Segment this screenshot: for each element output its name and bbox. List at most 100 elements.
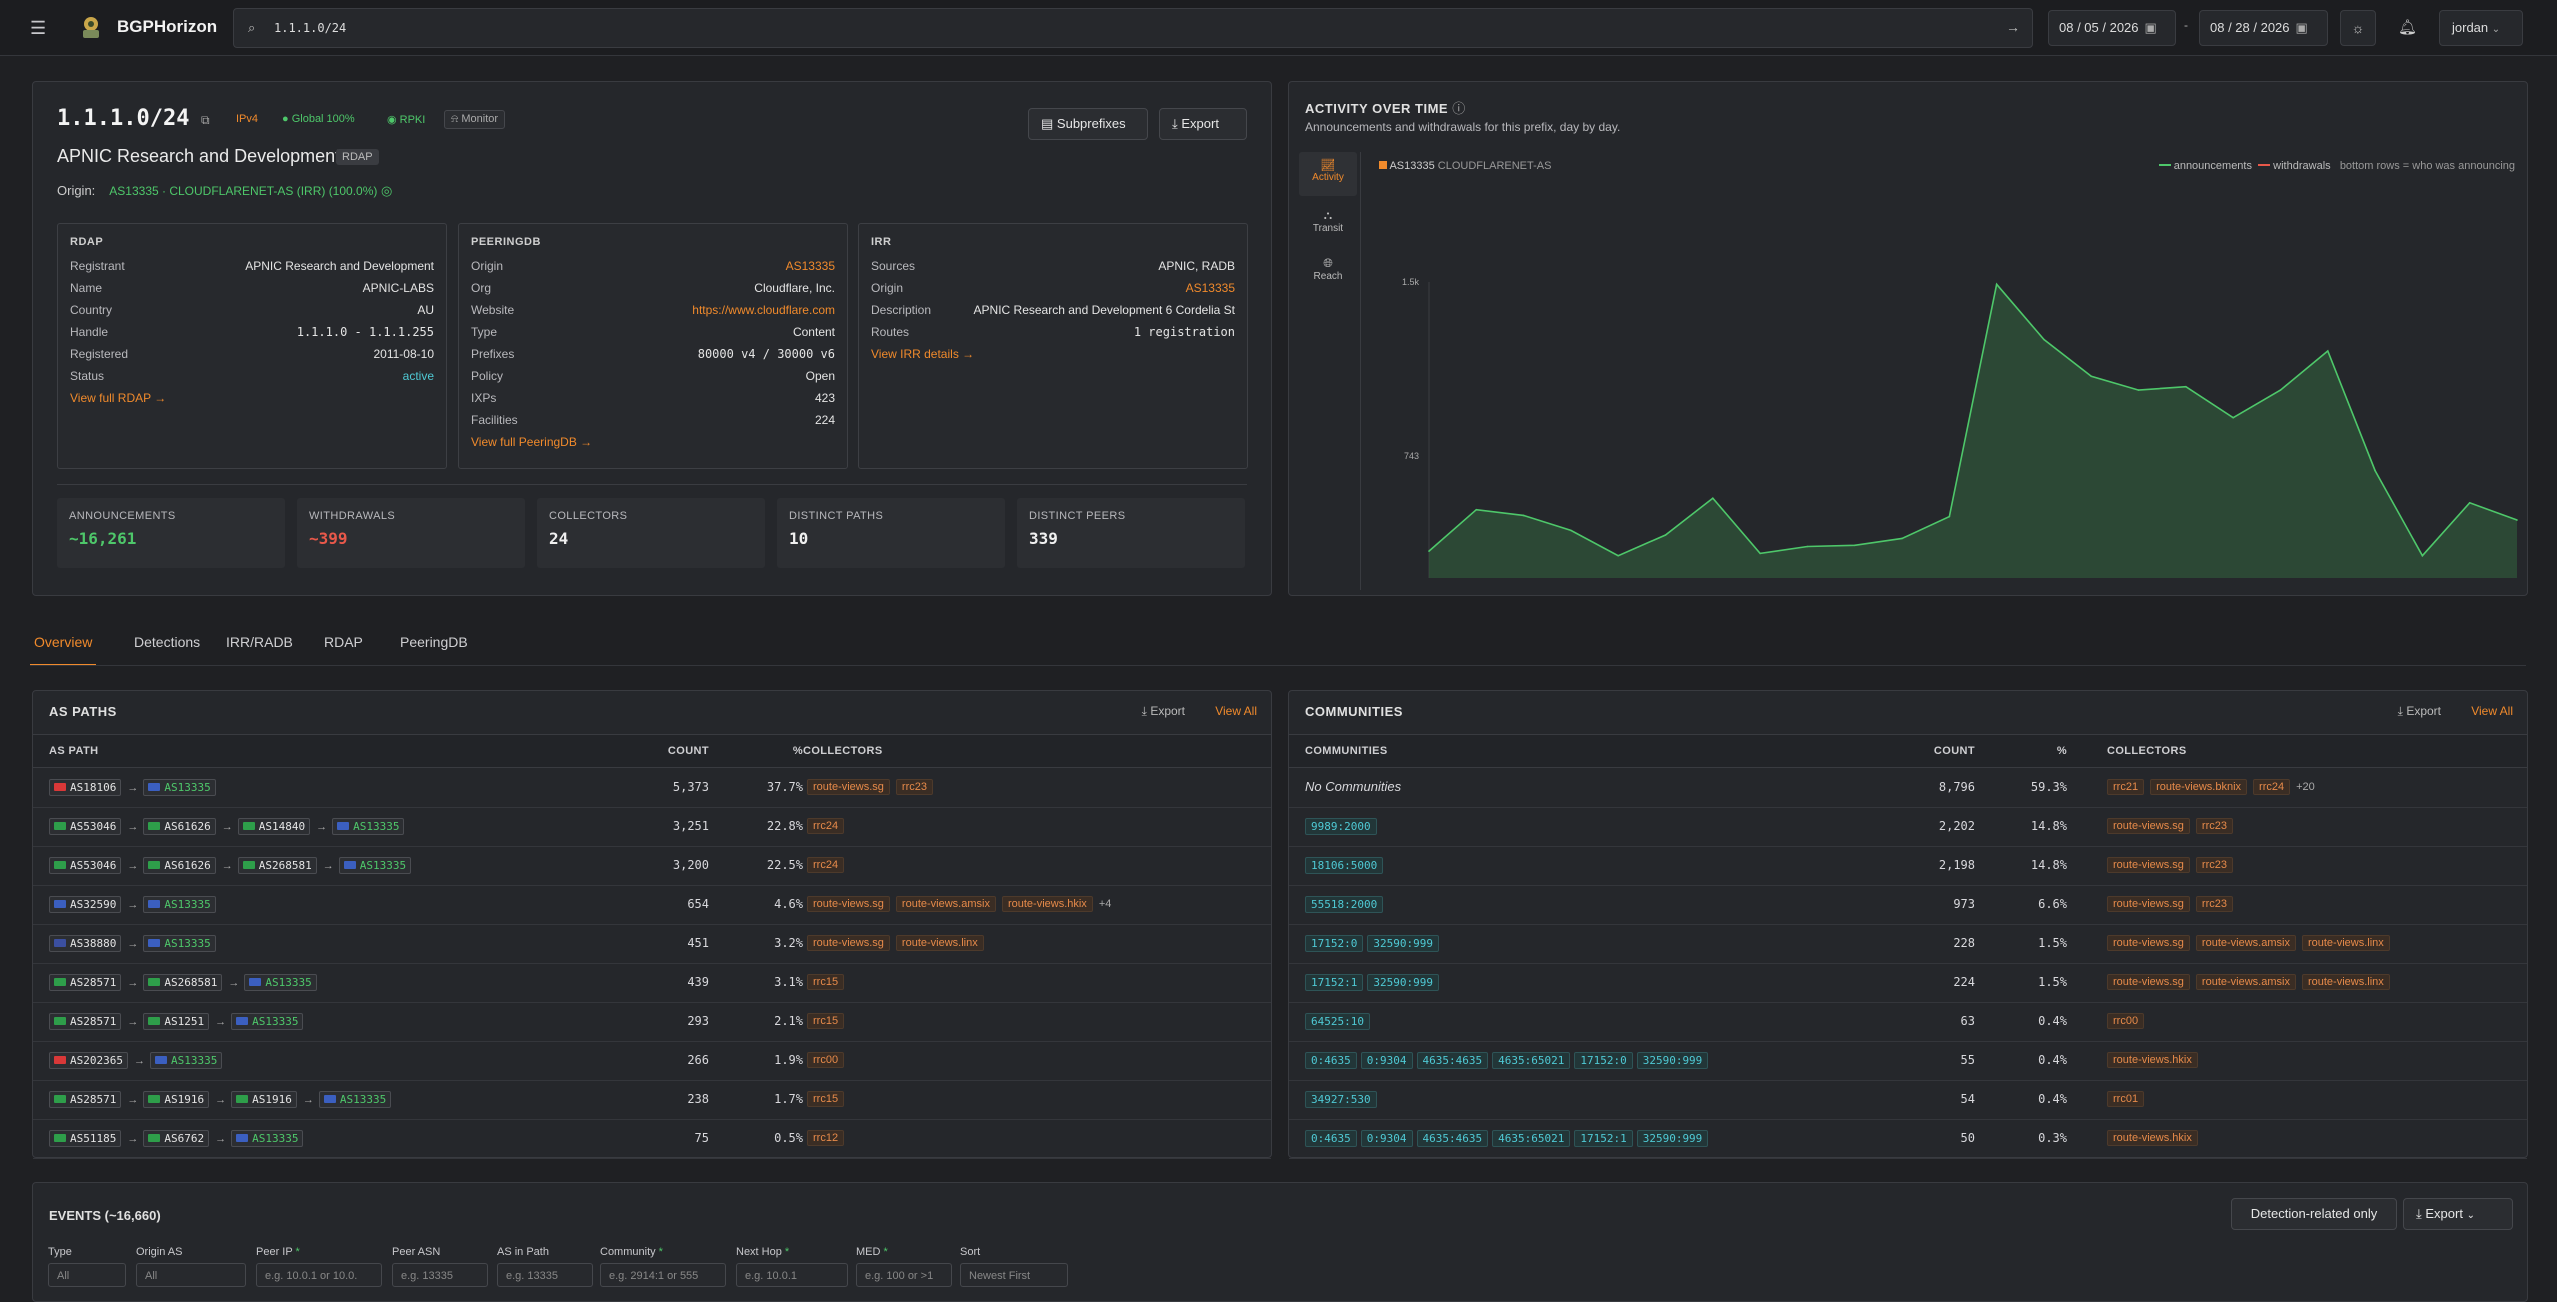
collector-chip[interactable]: rrc01 [2107,1091,2145,1107]
tab-irrradb[interactable]: IRR/RADB [226,634,293,650]
community-chip[interactable]: 17152:1 [1574,1130,1633,1147]
community-chip[interactable]: 32590:999 [1367,935,1439,952]
table-row[interactable]: 18106:5000 2,198 14.8% route-views.sg rrc23 [1289,847,2527,886]
monitor-button[interactable]: ⍾ Monitor [444,110,506,129]
table-row[interactable]: No Communities 8,796 59.3% rrc21 route-views… [1289,769,2527,808]
community-chip[interactable]: 17152:0 [1305,935,1364,952]
asn-chip[interactable]: AS13335 [143,896,216,913]
asn-chip[interactable]: AS202365 [49,1052,128,1069]
table-row[interactable]: 0:4635 0:9304 4635:4635 4635:65021 17152:0 32… [1289,1042,2527,1081]
asn-chip[interactable]: AS13335 [143,935,216,952]
collector-chip[interactable]: route-views.hkix [1001,896,1093,912]
copy-icon[interactable]: ⧉ [201,113,210,127]
asn-chip[interactable]: AS13335 [244,974,317,991]
collector-chip[interactable]: rrc23 [2195,818,2233,834]
asn-chip[interactable]: AS6762 [143,1130,210,1147]
collector-chip[interactable]: route-views.sg [2107,935,2190,951]
asn-chip[interactable]: AS13335 [338,857,412,874]
asn-chip[interactable]: AS1916 [143,1091,210,1108]
collector-chip[interactable]: route-views.amsix [895,896,996,912]
collector-chip[interactable]: route-views.sg [807,896,890,912]
table-row[interactable]: AS28571 → AS1916 → AS1916 → AS13335 238 1.7% rrc1… [33,1081,1271,1120]
table-row[interactable]: AS202365 → AS13335 266 1.9% rrc00 [33,1042,1271,1081]
collector-chip[interactable]: route-views.linx [2301,974,2390,990]
hamburger-menu-icon[interactable]: ☰ [30,18,47,38]
view-peeringdb-link[interactable]: View full PeeringDB → [471,435,593,449]
collector-chip[interactable]: rrc23 [895,779,933,795]
community-chip[interactable]: 55518:2000 [1305,896,1384,913]
table-row[interactable]: 0:4635 0:9304 4635:4635 4635:65021 17152:1 32… [1289,1120,2527,1159]
collector-chip[interactable]: rrc21 [2107,779,2145,795]
table-row[interactable]: 17152:1 32590:999 224 1.5% route-views.sg rou… [1289,964,2527,1003]
table-row[interactable]: AS18106 → AS13335 5,373 37.7% route-views.sg r… [33,769,1271,808]
table-row[interactable]: 17152:0 32590:999 228 1.5% route-views.sg rou… [1289,925,2527,964]
collector-chip[interactable]: rrc24 [807,818,845,834]
collector-chip[interactable]: rrc15 [807,974,845,990]
table-row[interactable]: 64525:10 63 0.4% rrc00 [1289,1003,2527,1042]
collector-chip[interactable]: route-views.linx [2301,935,2390,951]
asn-chip[interactable]: AS13335 [318,1091,392,1108]
filter-input[interactable]: e.g. 100 or >1 [856,1263,952,1287]
communities-view-all[interactable]: View All [2471,704,2513,718]
collector-chip[interactable]: rrc23 [2195,896,2233,912]
table-row[interactable]: 34927:530 54 0.4% rrc01 [1289,1081,2527,1120]
as-paths-export[interactable]: ⤓ Export [1142,704,1185,719]
table-row[interactable]: AS32590 → AS13335 654 4.6% route-views.sg rout… [33,886,1271,925]
community-chip[interactable]: 0:4635 [1305,1130,1357,1147]
community-chip[interactable]: 32590:999 [1636,1130,1709,1147]
more-count[interactable]: +20 [2296,781,2315,793]
community-chip[interactable]: 18106:5000 [1305,857,1384,874]
asn-chip[interactable]: AS53046 [49,857,122,874]
table-row[interactable]: AS28571 → AS268581 → AS13335 439 3.1% rrc15 [33,964,1271,1003]
collector-chip[interactable]: route-views.amsix [2195,974,2296,990]
asn-chip[interactable]: AS268581 [143,974,223,991]
table-row[interactable]: AS38880 → AS13335 451 3.2% route-views.sg rout… [33,925,1271,964]
theme-toggle-button[interactable]: ☼ [2340,10,2376,46]
collector-chip[interactable]: rrc12 [807,1130,845,1146]
table-row[interactable]: AS53046 → AS61626 → AS268581 → AS13335 3,200 22.… [33,847,1271,886]
bell-icon[interactable]: 🔔︎ [2398,19,2418,36]
subprefixes-button[interactable]: ▤ Subprefixes [1028,108,1148,140]
asn-chip[interactable]: AS38880 [49,935,122,952]
view-irr-link[interactable]: View IRR details → [871,347,975,361]
date-to-input[interactable]: 08 / 28 / 2026 ▣ [2199,10,2328,46]
community-chip[interactable]: 34927:530 [1305,1091,1377,1108]
info-value[interactable]: AS13335 [1185,281,1235,295]
collector-chip[interactable]: rrc00 [2107,1013,2145,1029]
asn-chip[interactable]: AS13335 [231,1013,304,1030]
collector-chip[interactable]: route-views.hkix [2107,1052,2198,1068]
filter-input[interactable]: e.g. 2914:1 or 555 [600,1263,726,1287]
collector-chip[interactable]: rrc24 [2253,779,2291,795]
tab-overview[interactable]: Overview [30,624,97,666]
asn-chip[interactable]: AS61626 [143,818,216,835]
asn-chip[interactable]: AS28571 [49,1013,122,1030]
date-from-input[interactable]: 08 / 05 / 2026 ▣ [2048,10,2176,46]
side-activity[interactable]: 📈︎ Activity [1299,152,1357,196]
community-chip[interactable]: 9989:2000 [1305,818,1377,835]
collector-chip[interactable]: route-views.sg [2107,896,2190,912]
collector-chip[interactable]: rrc23 [2195,857,2233,873]
filter-input[interactable]: e.g. 13335 [392,1263,488,1287]
info-icon[interactable]: ⓘ [1452,101,1466,116]
search-bar[interactable]: ⌕ → [233,8,2033,48]
community-chip[interactable]: 4635:4635 [1416,1130,1489,1147]
filter-input[interactable]: All [48,1263,126,1287]
table-row[interactable]: 55518:2000 973 6.6% route-views.sg rrc23 [1289,886,2527,925]
side-reach[interactable]: 🌐︎ Reach [1299,250,1357,294]
asn-chip[interactable]: AS13335 [149,1052,223,1069]
community-chip[interactable]: 32590:999 [1367,974,1439,991]
origin-value[interactable]: AS13335 · CLOUDFLARENET-AS (IRR) (100.0%… [109,184,378,198]
collector-chip[interactable]: route-views.hkix [2107,1130,2198,1146]
collector-chip[interactable]: rrc00 [807,1052,845,1068]
table-row[interactable]: AS51185 → AS6762 → AS13335 75 0.5% rrc12 [33,1120,1271,1159]
asn-chip[interactable]: AS13335 [231,1130,304,1147]
collector-chip[interactable]: route-views.sg [2107,974,2190,990]
tab-peeringdb[interactable]: PeeringDB [400,634,468,650]
table-row[interactable]: AS53046 → AS61626 → AS14840 → AS13335 3,251 22.8… [33,808,1271,847]
asn-chip[interactable]: AS28571 [49,974,122,991]
filter-input[interactable]: e.g. 10.0.1 or 10.0. [256,1263,382,1287]
side-transit[interactable]: ⛬ Transit [1299,202,1357,246]
search-input[interactable] [274,18,1974,38]
collector-chip[interactable]: rrc24 [807,857,845,873]
asn-chip[interactable]: AS13335 [332,818,405,835]
